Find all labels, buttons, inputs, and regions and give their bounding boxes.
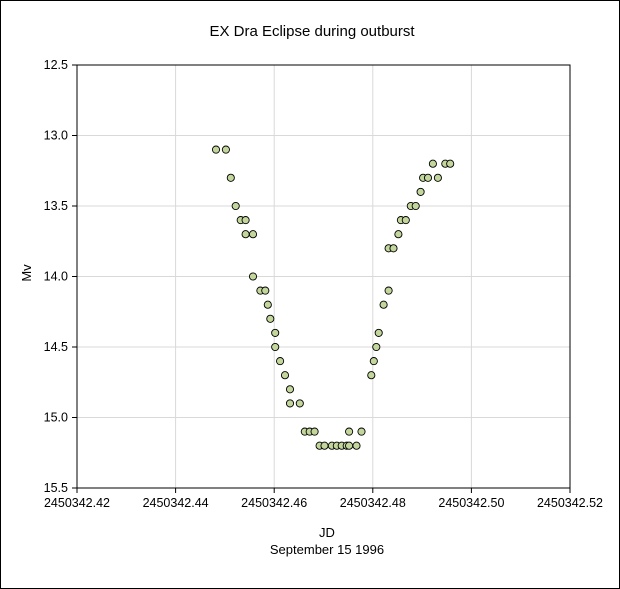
y-tick-label: 14.0 bbox=[44, 270, 68, 284]
data-point bbox=[248, 272, 258, 281]
grid-lines bbox=[77, 65, 570, 488]
data-point bbox=[320, 441, 329, 450]
y-tick-label: 13.0 bbox=[44, 129, 68, 143]
data-point bbox=[266, 314, 275, 323]
data-point bbox=[280, 371, 290, 380]
data-point bbox=[241, 230, 250, 239]
data-point bbox=[226, 173, 235, 182]
data-point bbox=[446, 159, 455, 168]
x-axis-label: JD bbox=[319, 525, 335, 540]
y-tick-label: 15.0 bbox=[44, 411, 68, 425]
data-point bbox=[367, 371, 376, 380]
data-point bbox=[416, 187, 425, 196]
data-point bbox=[295, 399, 304, 408]
x-tick-label: 2450342.42 bbox=[44, 496, 110, 510]
data-point bbox=[241, 216, 250, 225]
data-point bbox=[271, 328, 280, 337]
data-point bbox=[352, 441, 361, 450]
chart-title: EX Dra Eclipse during outburst bbox=[209, 23, 415, 40]
data-point bbox=[285, 385, 295, 394]
data-point bbox=[433, 173, 442, 182]
data-point bbox=[285, 399, 295, 408]
data-point bbox=[374, 328, 383, 337]
data-point bbox=[263, 300, 272, 309]
x-tick-label: 2450342.44 bbox=[143, 496, 209, 510]
y-tick-label: 14.5 bbox=[44, 340, 68, 354]
data-point bbox=[372, 342, 381, 352]
data-point bbox=[369, 357, 378, 366]
data-points bbox=[211, 145, 455, 450]
x-tick-label: 2450342.48 bbox=[340, 496, 406, 510]
x-axis: 2450342.42 2450342.44 2450342.46 2450342.48… bbox=[44, 488, 603, 510]
data-point bbox=[276, 357, 285, 366]
data-point bbox=[221, 145, 230, 154]
y-tick-label: 13.5 bbox=[44, 199, 68, 213]
data-point bbox=[389, 244, 398, 253]
data-point bbox=[261, 286, 270, 295]
y-axis-label: Mv bbox=[19, 264, 34, 282]
data-point bbox=[345, 427, 354, 436]
data-point bbox=[423, 173, 433, 182]
x-tick-label: 2450342.52 bbox=[537, 496, 603, 510]
data-point bbox=[310, 427, 319, 436]
data-point bbox=[345, 441, 354, 450]
y-tick-label: 15.5 bbox=[44, 481, 68, 495]
data-point bbox=[379, 300, 388, 309]
x-axis-sublabel: September 15 1996 bbox=[270, 542, 384, 557]
data-point bbox=[271, 342, 280, 352]
data-point bbox=[428, 159, 437, 168]
data-point bbox=[248, 230, 258, 239]
data-point bbox=[411, 201, 420, 211]
x-tick-label: 2450342.46 bbox=[241, 496, 307, 510]
y-axis: 12.5 13.0 13.5 14.0 14.5 15.0 15.5 bbox=[44, 58, 77, 495]
data-point bbox=[384, 286, 393, 295]
data-point bbox=[394, 230, 403, 239]
y-tick-label: 12.5 bbox=[44, 58, 68, 72]
x-tick-label: 2450342.50 bbox=[438, 496, 504, 510]
data-point bbox=[211, 145, 221, 154]
data-point bbox=[231, 201, 240, 211]
data-point bbox=[401, 216, 410, 225]
data-point bbox=[357, 427, 366, 436]
